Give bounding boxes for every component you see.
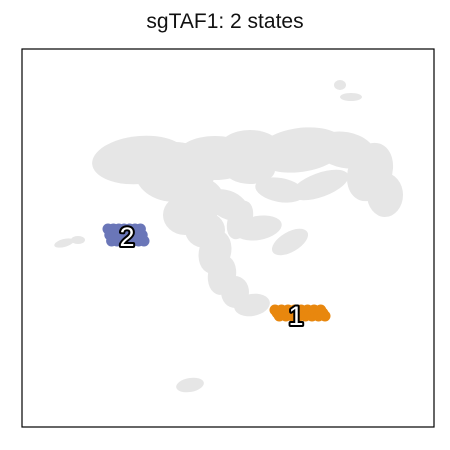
cell-region — [71, 236, 85, 244]
cell-region — [176, 377, 204, 393]
cell-region — [234, 215, 282, 241]
cell-region — [334, 80, 346, 90]
cell-region — [271, 228, 309, 256]
cell-region — [54, 238, 74, 248]
state-2-cluster — [102, 223, 150, 247]
state-2-label: 2 — [119, 222, 134, 252]
cell-region — [291, 169, 349, 201]
cell-region — [225, 156, 275, 184]
cell-region — [367, 173, 403, 217]
state-2-point — [138, 235, 150, 247]
background-cells — [54, 80, 403, 393]
state-1-cluster — [269, 304, 331, 322]
cell-region — [255, 177, 305, 203]
cell-region — [340, 93, 362, 101]
plot-frame — [21, 48, 435, 428]
state-1-point — [319, 310, 331, 322]
cell-region — [234, 293, 270, 317]
chart-title: sgTAF1: 2 states — [146, 10, 304, 33]
state-1-label: 1 — [288, 301, 303, 331]
